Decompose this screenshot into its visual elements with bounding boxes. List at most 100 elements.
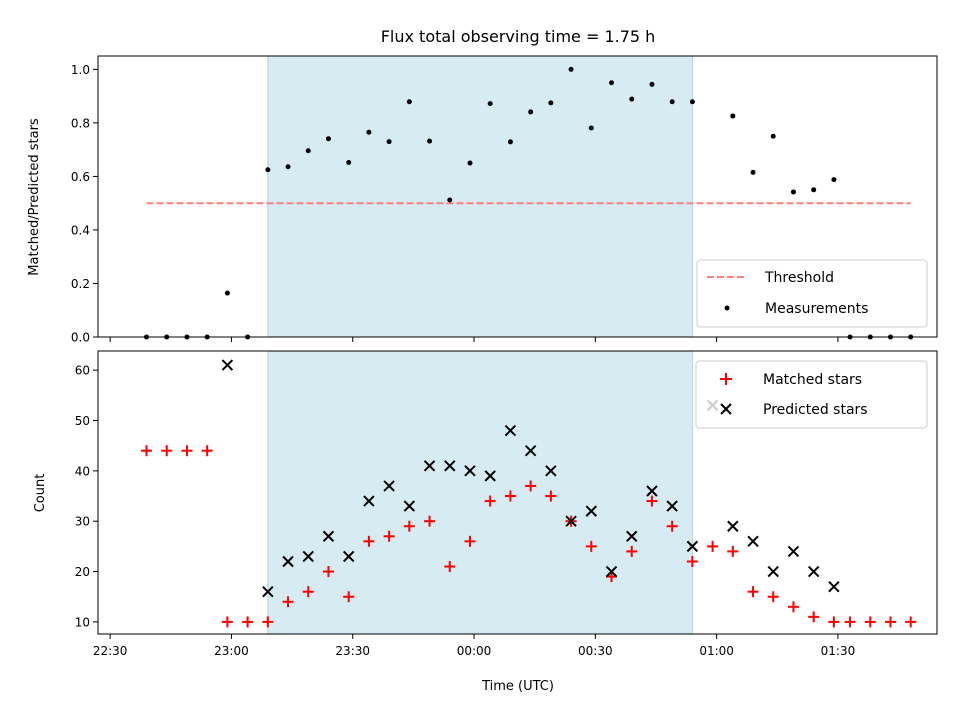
predicted-star-point [605,565,618,578]
matched-star-point [646,495,658,507]
marker-stroke [302,550,314,563]
marker-stroke [221,359,234,371]
bottom-y-tick-label: 50 [75,414,90,428]
predicted-star-point [666,500,678,512]
marker-stroke [807,565,820,578]
measurement-point [609,80,615,86]
matched-star-point [383,530,395,542]
measurement-point [790,189,796,195]
matched-star-point [424,515,436,527]
marker-stroke [727,520,739,532]
measurement-point [649,81,655,87]
matched-star-point [707,540,719,552]
marker-stroke [646,485,658,497]
measurement-point [245,334,251,340]
measurement-point [669,99,675,105]
matched-star-point [161,445,173,457]
matched-star-point [484,495,496,507]
x-tick-label: 01:00 [699,644,734,658]
matched-star-point [181,445,193,457]
matched-star-point [545,490,557,502]
marker-stroke [626,530,638,543]
measurement-point [548,100,554,106]
measurement-point [888,334,894,340]
measurement-point [224,290,230,296]
matched-star-point [808,611,820,623]
bottom-y-axis-label: Count [33,474,48,513]
top-y-tick-label: 0.8 [71,116,90,130]
measurement-point [427,138,433,144]
marker-stroke [322,530,335,543]
marker-stroke [686,540,699,553]
x-axis-label: Time (UTC) [481,679,554,694]
matched-star-point [585,540,597,552]
legend-measurements-label: Measurements [765,301,868,317]
marker-stroke [363,495,375,507]
matched-star-point [262,616,274,628]
matched-star-point [905,616,917,628]
top-y-tick-label: 0.6 [71,170,90,184]
matched-star-point [686,555,698,567]
legend-measurements-swatch [724,305,730,311]
matched-star-point [363,535,375,547]
marker-stroke [767,565,779,578]
bottom-legend-box [695,360,928,429]
legend-threshold-label: Threshold [764,270,834,286]
matched-star-point [844,616,856,628]
x-tick-label: 23:00 [214,644,249,658]
measurement-point [406,99,412,105]
measurement-point [164,334,170,340]
marker-stroke [504,424,517,437]
legend-matched-label: Matched stars [763,372,862,388]
measurement-point [730,113,736,119]
bottom-legend: Matched stars Predicted stars [695,360,928,429]
predicted-star-point [747,535,759,548]
measurement-point [144,334,150,340]
x-tick-label: 22:30 [93,644,128,658]
bottom-y-tick-label: 60 [75,364,90,378]
measurement-point [867,334,873,340]
marker-stroke [666,500,678,512]
matched-star-point [504,490,516,502]
matched-star-point [322,566,334,578]
matched-star-point [343,591,355,603]
top-observing-window [267,55,693,338]
top-panel: 0.0 0.2 0.4 0.6 0.8 1.0 [71,55,938,345]
measurement-point [568,66,574,72]
predicted-star-point [342,550,355,563]
matched-star-point [201,445,213,457]
measurement-point [285,164,291,170]
marker-stroke [464,465,476,477]
predicted-star-point [807,565,820,578]
measurement-point [204,334,210,340]
measurement-point [265,167,271,173]
marker-stroke [545,465,557,477]
measurement-point [750,169,756,175]
matched-star-point [727,545,739,557]
legend-matched-swatch [720,373,732,385]
measurement-point [908,334,914,340]
legend-predicted-label: Predicted stars [763,402,868,418]
matched-star-point [864,616,876,628]
measurement-point [305,148,311,154]
measurement-point [588,125,594,131]
measurement-point [467,160,473,166]
marker-stroke [524,444,537,457]
top-y-tick-label: 0.0 [71,331,90,345]
predicted-star-point [484,470,496,482]
matched-star-point [282,596,294,608]
matched-star-point [444,561,456,573]
predicted-star-point [646,485,658,497]
matched-star-point [302,586,314,598]
predicted-star-point [302,550,314,563]
predicted-star-point [504,424,517,437]
measurement-point [689,99,695,105]
measurement-point [346,160,352,166]
measurement-point [447,197,453,203]
marker-stroke [605,565,618,578]
predicted-star-point [545,465,557,477]
marker-stroke [342,550,355,563]
matched-star-point [885,616,897,628]
predicted-star-point [363,495,375,507]
matched-star-point [626,545,638,557]
